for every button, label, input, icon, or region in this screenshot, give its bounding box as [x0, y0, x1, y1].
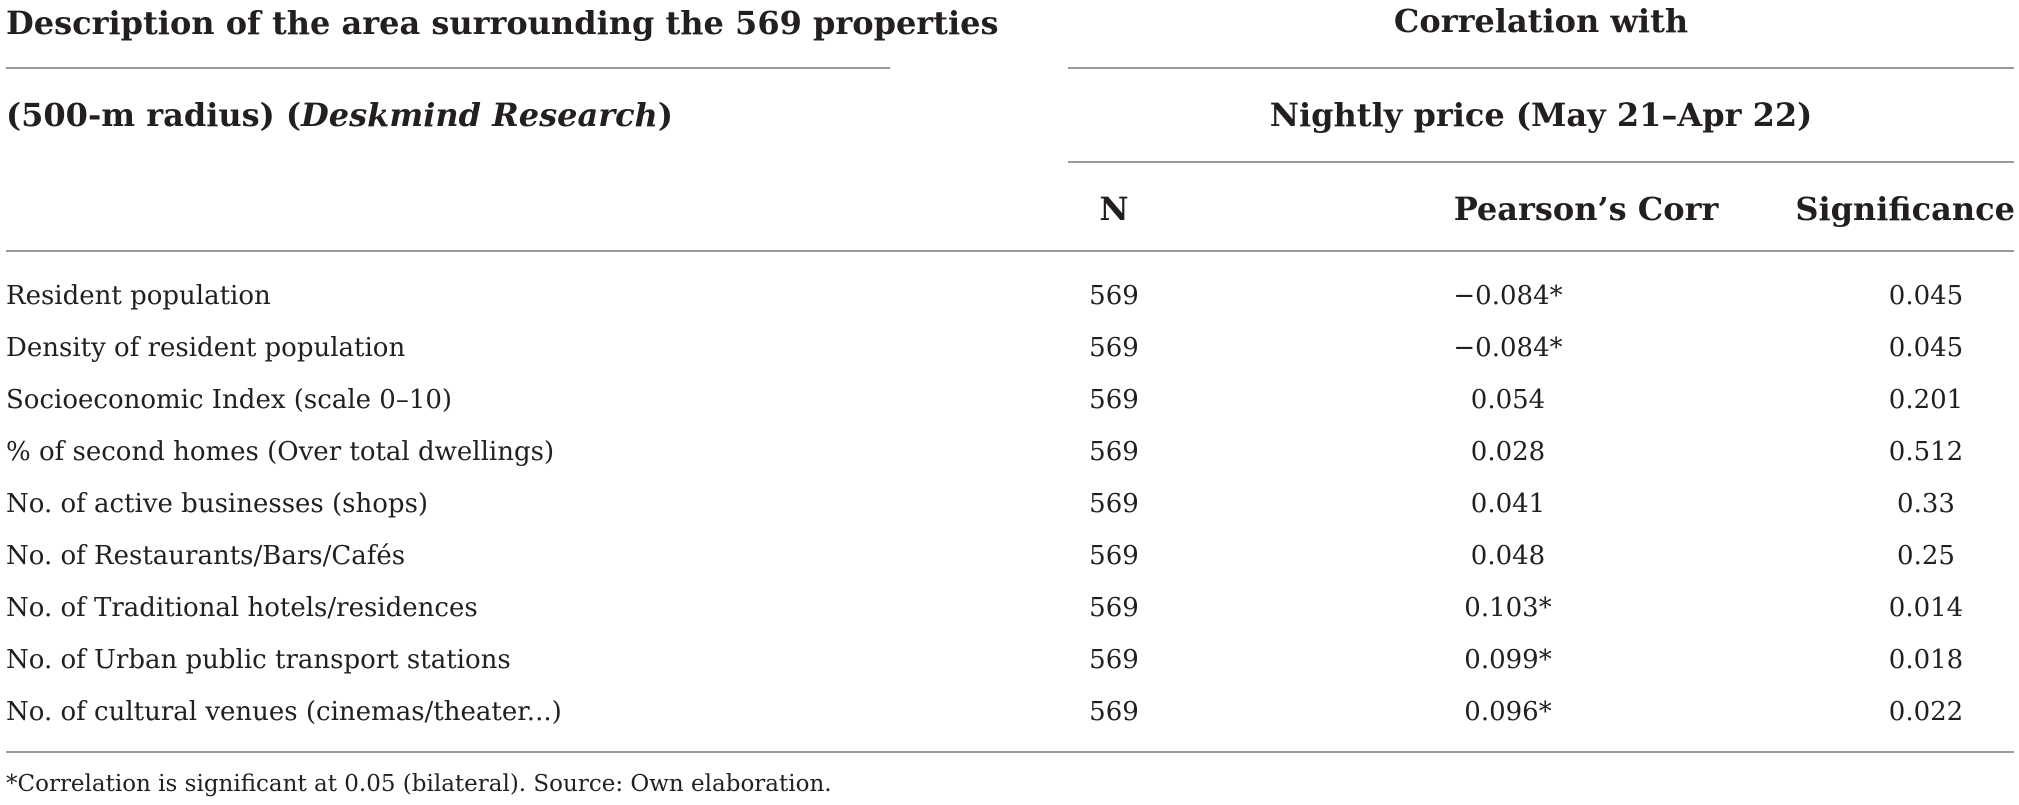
group-header-title: Correlation with: [1393, 2, 1689, 40]
row-label: No. of cultural venues (cinemas/theater.…: [6, 697, 562, 727]
row-sig: 0.022: [1888, 697, 1964, 727]
group-header-rule-top: [1068, 67, 2014, 69]
row-corr: −0.084*: [1453, 281, 1563, 311]
description-header-line2-prefix: (500-m radius) (: [6, 96, 302, 134]
row-n: 569: [1089, 385, 1139, 415]
description-header-line2: (500-m radius) (Deskmind Research): [6, 95, 673, 135]
row-label: No. of Traditional hotels/residences: [6, 593, 478, 623]
row-corr: 0.103*: [1464, 593, 1552, 623]
header-bottom-rule: [6, 250, 2014, 252]
row-corr: 0.054: [1470, 385, 1546, 415]
row-corr: 0.028: [1470, 437, 1546, 467]
row-label: No. of active businesses (shops): [6, 489, 429, 519]
row-label: Socioeconomic Index (scale 0–10): [6, 385, 453, 415]
row-n: 569: [1089, 333, 1139, 363]
row-n: 569: [1089, 281, 1139, 311]
row-corr: 0.048: [1470, 541, 1546, 571]
group-header-subtitle: Nightly price (May 21–Apr 22): [1269, 96, 1813, 134]
row-label: No. of Restaurants/Bars/Cafés: [6, 541, 406, 571]
column-header-n: N: [1099, 190, 1129, 228]
row-sig: 0.018: [1888, 645, 1964, 675]
description-header-rule: [6, 67, 890, 69]
row-corr: 0.096*: [1464, 697, 1552, 727]
row-label: Density of resident population: [6, 333, 406, 363]
description-header-line2-suffix: ): [657, 96, 673, 134]
description-header-line1: Description of the area surrounding the …: [6, 4, 999, 42]
row-sig: 0.512: [1888, 437, 1964, 467]
row-n: 569: [1089, 593, 1139, 623]
row-sig: 0.014: [1888, 593, 1964, 623]
row-corr: −0.084*: [1453, 333, 1563, 363]
row-sig: 0.33: [1897, 489, 1955, 519]
table-footnote: *Correlation is significant at 0.05 (bil…: [6, 771, 832, 797]
row-n: 569: [1089, 697, 1139, 727]
row-n: 569: [1089, 541, 1139, 571]
row-corr: 0.099*: [1464, 645, 1552, 675]
row-corr: 0.041: [1470, 489, 1546, 519]
group-header-rule-mid: [1068, 161, 2014, 163]
column-header-pearson: Pearson’s Corr: [1453, 190, 1719, 228]
row-label: Resident population: [6, 281, 271, 311]
description-header-source: Deskmind Research: [301, 96, 658, 134]
column-header-significance: Significance: [1795, 190, 2015, 228]
row-sig: 0.201: [1888, 385, 1964, 415]
row-sig: 0.25: [1897, 541, 1955, 571]
row-sig: 0.045: [1888, 333, 1964, 363]
row-label: % of second homes (Over total dwellings): [6, 437, 555, 467]
row-n: 569: [1089, 645, 1139, 675]
table-bottom-rule: [6, 751, 2014, 753]
row-n: 569: [1089, 489, 1139, 519]
row-sig: 0.045: [1888, 281, 1964, 311]
row-n: 569: [1089, 437, 1139, 467]
row-label: No. of Urban public transport stations: [6, 645, 511, 675]
